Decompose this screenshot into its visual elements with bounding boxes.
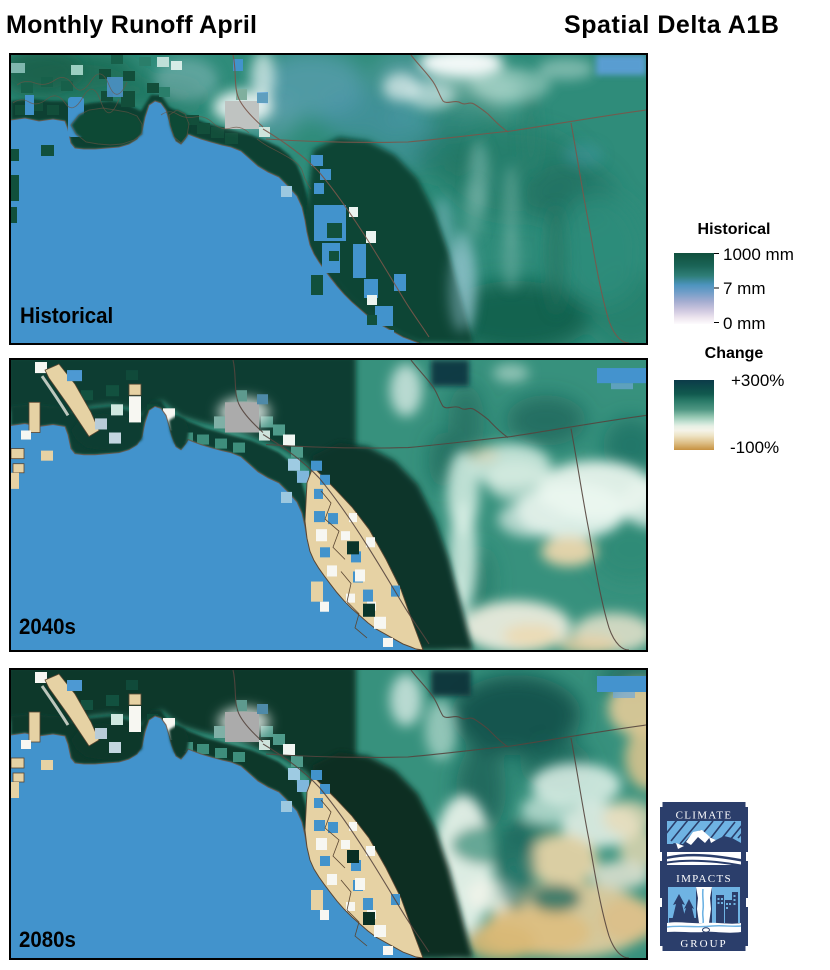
svg-text:2080s: 2080s: [19, 927, 76, 952]
svg-text:2040s: 2040s: [19, 614, 76, 639]
svg-text:CLIMATE: CLIMATE: [676, 810, 733, 822]
svg-text:GROUP: GROUP: [680, 938, 727, 950]
svg-text:IMPACTS: IMPACTS: [676, 873, 732, 885]
svg-text:Historical: Historical: [20, 303, 113, 328]
